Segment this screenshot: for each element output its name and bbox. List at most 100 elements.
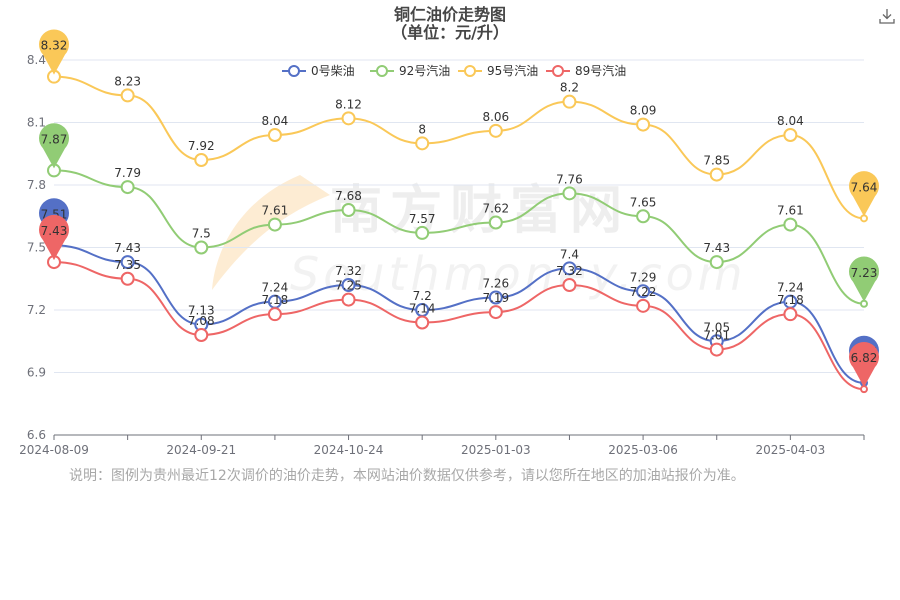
marker-pin bbox=[849, 256, 880, 302]
data-label: 7.14 bbox=[409, 302, 436, 316]
data-point bbox=[120, 271, 135, 286]
data-label: 7.68 bbox=[335, 189, 362, 203]
series-line bbox=[53, 169, 865, 305]
x-tick-label: 2025-04-03 bbox=[755, 443, 825, 457]
y-tick-label: 6.6 bbox=[27, 428, 46, 442]
data-point bbox=[488, 215, 503, 230]
marker-label: 7.23 bbox=[851, 266, 878, 280]
x-tick-label: 2025-03-06 bbox=[608, 443, 678, 457]
data-label: 8.04 bbox=[777, 114, 804, 128]
x-tick-label: 2024-09-21 bbox=[166, 443, 236, 457]
marker-pin bbox=[39, 29, 69, 75]
data-label: 7.76 bbox=[556, 172, 583, 186]
y-tick-label: 8.4 bbox=[27, 53, 46, 67]
data-label: 7.08 bbox=[188, 314, 215, 328]
data-label: 7.61 bbox=[262, 204, 289, 218]
data-label: 7.22 bbox=[630, 285, 657, 299]
y-tick-label: 7.2 bbox=[27, 303, 46, 317]
data-point bbox=[488, 290, 503, 305]
data-point bbox=[709, 167, 724, 182]
marker-pin bbox=[849, 341, 880, 388]
data-label: 8.06 bbox=[482, 110, 509, 124]
legend-symbol bbox=[288, 65, 300, 77]
legend-item-92号汽油[interactable]: 92号汽油 bbox=[370, 63, 450, 78]
data-point bbox=[415, 136, 430, 151]
data-label: 8.09 bbox=[630, 104, 657, 118]
data-point bbox=[415, 225, 430, 240]
data-point bbox=[341, 203, 356, 217]
x-tick-label: 2024-08-09 bbox=[19, 443, 89, 457]
legend-item-0号柴油[interactable]: 0号柴油 bbox=[282, 64, 355, 78]
data-label: 7.43 bbox=[114, 241, 141, 255]
marker-label: 6.82 bbox=[851, 351, 878, 365]
data-label: 7.57 bbox=[409, 212, 436, 226]
watermark-cn: 南方财富网 bbox=[330, 181, 630, 241]
data-label: 7.19 bbox=[482, 291, 509, 305]
legend-symbol bbox=[376, 65, 388, 77]
watermark-swoosh bbox=[212, 175, 330, 290]
x-tick-label: 2025-01-03 bbox=[461, 443, 531, 457]
data-label: 7.32 bbox=[556, 264, 583, 278]
data-label: 7.18 bbox=[777, 293, 804, 307]
watermark-en: Southmoney.com bbox=[290, 247, 747, 301]
data-point bbox=[267, 128, 282, 142]
data-label: 7.4 bbox=[560, 247, 579, 261]
data-point bbox=[120, 88, 135, 103]
data-point bbox=[267, 217, 282, 232]
data-point bbox=[267, 307, 282, 322]
data-label: 7.24 bbox=[777, 281, 804, 295]
legend-label: 89号汽油 bbox=[575, 63, 626, 78]
marker-label: 7.64 bbox=[851, 180, 878, 194]
data-label: 8.23 bbox=[114, 74, 141, 88]
series-95号汽油: 8.23 7.92 8.04 8.12 8 8.06 8.2 8.09 7.85 8.04 8.32… bbox=[39, 29, 880, 223]
data-point bbox=[562, 261, 577, 276]
data-label: 7.29 bbox=[630, 270, 657, 284]
y-tick-label: 7.8 bbox=[27, 178, 46, 192]
data-label: 8.04 bbox=[262, 114, 289, 128]
data-label: 7.24 bbox=[262, 281, 289, 295]
legend-item-89号汽油[interactable]: 89号汽油 bbox=[546, 63, 626, 78]
data-point bbox=[636, 284, 651, 299]
data-label: 7.18 bbox=[262, 293, 289, 307]
data-point bbox=[783, 128, 798, 142]
data-point bbox=[636, 209, 651, 224]
grid-lines bbox=[54, 59, 864, 436]
watermark: 南方财富网 Southmoney.com bbox=[212, 175, 747, 301]
y-axis: 6.6 6.9 7.2 7.5 7.8 8.1 8.4 bbox=[27, 53, 46, 442]
y-tick-label: 8.1 bbox=[27, 116, 46, 130]
data-point bbox=[636, 117, 651, 132]
series-line bbox=[53, 244, 865, 384]
legend-symbol bbox=[552, 65, 564, 77]
data-point bbox=[194, 328, 209, 342]
data-label: 7.5 bbox=[192, 227, 211, 241]
legend-item-95号汽油[interactable]: 95号汽油 bbox=[458, 63, 538, 78]
data-label: 8.12 bbox=[335, 97, 362, 111]
y-tick-label: 7.5 bbox=[27, 241, 46, 255]
data-label: 7.79 bbox=[114, 166, 141, 180]
series-group: 7.437.137.247.327.27.267.47.297.057.247.… bbox=[39, 29, 880, 394]
x-axis: 2024-08-09 2024-09-21 2024-10-24 2025-01-03… bbox=[19, 434, 865, 457]
data-label: 8 bbox=[418, 122, 426, 136]
data-label: 7.25 bbox=[335, 279, 362, 293]
chart-title: 铜仁油价走势图 bbox=[394, 5, 506, 24]
data-label: 7.43 bbox=[703, 241, 730, 255]
marker-pin bbox=[39, 123, 69, 169]
x-tick-label: 2024-10-24 bbox=[314, 443, 384, 457]
marker-label: 8.32 bbox=[41, 39, 68, 53]
download-icon[interactable] bbox=[878, 7, 896, 25]
data-point bbox=[488, 123, 503, 138]
data-label: 7.35 bbox=[114, 258, 141, 272]
legend-label: 92号汽油 bbox=[399, 63, 450, 78]
series-line bbox=[53, 75, 865, 220]
series-line bbox=[53, 261, 865, 391]
legend[interactable]: 0号柴油 92号汽油 95号汽油 89号汽油 bbox=[282, 63, 626, 78]
data-point bbox=[194, 153, 209, 167]
data-label: 7.61 bbox=[777, 204, 804, 218]
data-label: 7.13 bbox=[188, 304, 215, 318]
data-point bbox=[120, 180, 135, 195]
data-point bbox=[636, 298, 651, 313]
data-point bbox=[341, 111, 356, 126]
marker-pin bbox=[39, 214, 69, 261]
series-92号汽油: 7.79 7.5 7.61 7.68 7.57 7.62 7.76 7.65 7.43 7.61 7… bbox=[39, 123, 880, 308]
